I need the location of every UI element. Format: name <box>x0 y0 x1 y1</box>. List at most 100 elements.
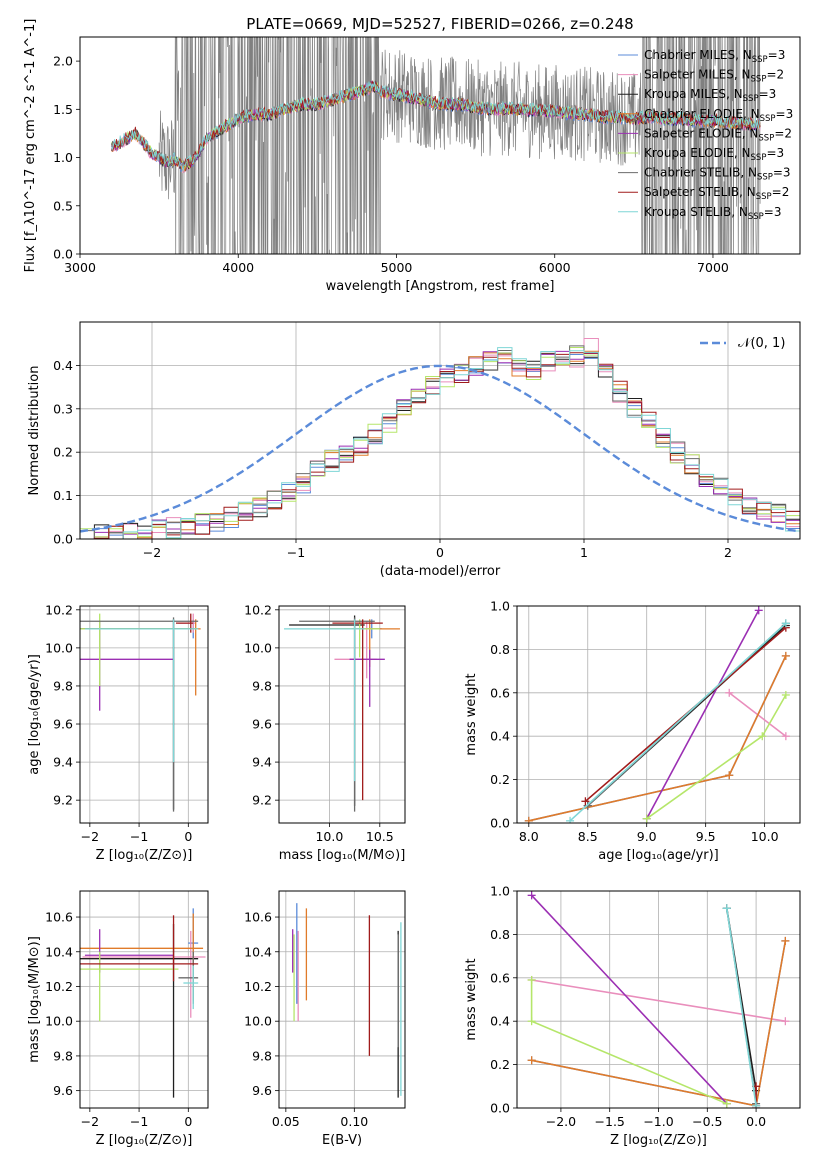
legend-label-text: Chabrier STELIB, N <box>644 166 757 180</box>
x-axis-label: Z [log₁₀(Z/Z⊙)] <box>610 1133 707 1148</box>
weight-line-salpeter-elodie <box>645 609 760 820</box>
x-tick-label: 10.5 <box>366 829 394 844</box>
y-axis-label: Normed distribution <box>27 366 42 496</box>
legend-label: Chabrier STELIB, NSSP=3 <box>644 166 791 183</box>
legend-label-tail: =2 <box>766 68 784 82</box>
legend-label-subscript: SSP <box>752 55 768 65</box>
legend-label-tail: =2 <box>774 126 792 140</box>
legend-label-text: Kroupa STELIB, N <box>644 205 748 219</box>
y-tick-label: 9.8 <box>252 678 272 693</box>
y-tick-label: 9.6 <box>252 1083 272 1098</box>
x-tick-label: 0.05 <box>272 1114 300 1129</box>
y-tick-label: 9.4 <box>53 755 73 770</box>
legend-label-subscript: SSP <box>751 75 767 85</box>
plot-area-spectrum <box>111 37 761 254</box>
y-tick-label: 9.6 <box>53 717 73 732</box>
legend-label-subscript: SSP <box>743 94 759 104</box>
y-tick-label: 10.0 <box>45 640 73 655</box>
x-tick-label: 0 <box>184 829 192 844</box>
y-tick-label: 1.0 <box>490 884 510 899</box>
legend-label-tail: =3 <box>773 166 791 180</box>
axes-frame <box>79 321 801 540</box>
histogram-kroupa-stelib <box>80 347 800 539</box>
y-tick-label: 10.6 <box>244 910 272 925</box>
x-tick-label: −1.0 <box>643 1114 673 1129</box>
legend-label: Salpeter ELODIE, NSSP=2 <box>644 126 792 143</box>
panel-residuals: −2 −1 0 1 2 0.0 0.1 0.2 0.3 0.4 (data-model)/error… <box>27 321 801 579</box>
y-tick-label: 1.0 <box>490 599 510 614</box>
x-tick-label: 2 <box>724 545 732 560</box>
panel-mass-vs-Z: −2 −1 0 9.6 9.8 10.0 10.2 10.4 10.6 Z [log₁₀(Z/Z⊙… <box>27 890 209 1148</box>
legend-label-subscript: SSP <box>760 114 776 124</box>
x-axis-label: E(B-V) <box>322 1133 362 1148</box>
plot-area-age-vs-mass <box>284 615 400 812</box>
legend-label-subscript: SSP <box>757 173 773 183</box>
legend-label-tail: =3 <box>768 48 786 62</box>
x-axis-label: (data-model)/error <box>380 564 501 579</box>
axes-frame <box>516 890 801 1109</box>
x-axis-label: Z [log₁₀(Z/Z⊙)] <box>96 848 193 863</box>
y-tick-label: 10.0 <box>244 640 272 655</box>
y-tick-label: 9.8 <box>53 1048 73 1063</box>
axes-frame <box>278 890 406 1109</box>
y-tick-label: 10.0 <box>45 1014 73 1029</box>
x-tick-label: −2 <box>143 545 161 560</box>
panel-mass-vs-ebv: 0.05 0.10 9.6 9.8 10.0 10.2 10.4 10.6 E(B-V) <box>244 890 406 1148</box>
y-tick-label: 0.0 <box>53 532 73 547</box>
x-axis-label: age [log₁₀(age/yr)] <box>598 848 719 863</box>
y-tick-label: 10.2 <box>45 979 73 994</box>
y-tick-label: 10.4 <box>45 944 73 959</box>
x-tick-label: 0.10 <box>340 1114 368 1129</box>
x-tick-label: −1.5 <box>595 1114 625 1129</box>
y-tick-label: 2.0 <box>53 54 73 69</box>
axes-frame <box>79 36 801 255</box>
model-spectrum-kroupa-stelib <box>111 81 761 172</box>
panel-weight-vs-Z: −2.0 −1.5 −1.0 −0.5 0.0 0.0 0.2 0.4 0.6 0.8 1.0 Z [… <box>464 884 801 1148</box>
x-tick-label: −1 <box>287 545 305 560</box>
legend-label: Salpeter MILES, NSSP=2 <box>644 68 784 85</box>
panel-spectrum: 3000 4000 5000 6000 7000 0.0 0.5 1.0 1.5 2.0 wavel… <box>23 19 801 294</box>
x-axis-label: mass [log₁₀(M/M⊙)] <box>279 848 406 863</box>
y-tick-label: 0.4 <box>490 729 510 744</box>
legend-label-gaussian: 𝒩(0, 1) <box>738 336 785 351</box>
y-tick-label: 0.2 <box>490 772 510 787</box>
legend-label-text: Chabrier ELODIE, N <box>644 107 760 121</box>
x-tick-label: 9.0 <box>637 829 657 844</box>
y-tick-label: 0.4 <box>490 1014 510 1029</box>
y-tick-label: 1.5 <box>53 102 73 117</box>
plot-area-mass-vs-ebv <box>292 903 402 1098</box>
weight-line-kroupa-stelib <box>726 908 757 1106</box>
y-tick-label: 0.3 <box>53 401 73 416</box>
y-tick-label: 0.1 <box>53 488 73 503</box>
axes-frame <box>79 605 209 824</box>
x-tick-label: −1 <box>130 829 148 844</box>
panel-age-vs-mass: 10.0 10.5 9.2 9.4 9.6 9.8 10.0 10.2 mass [log₁₀(… <box>244 602 406 863</box>
legend-label: Kroupa ELODIE, NSSP=3 <box>644 146 784 163</box>
y-tick-label: 0.2 <box>53 445 73 460</box>
data-spectrum <box>158 37 761 254</box>
y-tick-label: 9.8 <box>252 1048 272 1063</box>
y-tick-label: 10.2 <box>244 602 272 617</box>
y-tick-label: 10.2 <box>244 979 272 994</box>
x-tick-label: −1 <box>130 1114 148 1129</box>
y-tick-label: 9.4 <box>252 755 272 770</box>
legend-label-tail: =3 <box>759 87 777 101</box>
x-tick-label: 1 <box>580 545 588 560</box>
y-tick-label: 0.2 <box>490 1057 510 1072</box>
x-tick-label: 3000 <box>64 260 96 275</box>
y-tick-label: 0.8 <box>490 642 510 657</box>
y-tick-label: 0.5 <box>53 198 73 213</box>
x-tick-label: 0 <box>436 545 444 560</box>
x-axis-label: Z [log₁₀(Z/Z⊙)] <box>96 1133 193 1148</box>
gaussian-curve <box>80 364 800 533</box>
legend-label-tail: =3 <box>764 205 782 219</box>
x-tick-label: −2 <box>81 829 99 844</box>
y-tick-label: 0.0 <box>490 1101 510 1116</box>
y-tick-label: 0.6 <box>490 685 510 700</box>
x-tick-label: 9.5 <box>696 829 716 844</box>
y-tick-label: 9.2 <box>53 793 73 808</box>
y-tick-label: 0.6 <box>490 970 510 985</box>
model-spectrum-salpeter-stelib <box>111 80 761 169</box>
axes-frame <box>278 605 406 824</box>
